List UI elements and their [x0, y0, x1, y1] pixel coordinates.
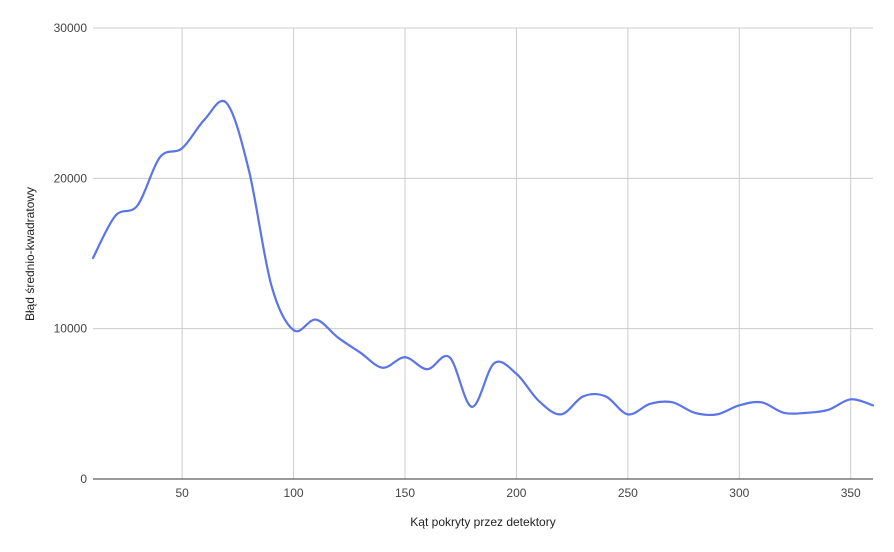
x-tick-label: 100: [284, 486, 304, 500]
x-tick-label: 200: [506, 486, 526, 500]
series-layer: [91, 99, 875, 417]
y-tick-label: 10000: [54, 322, 88, 336]
y-tick-label: 0: [80, 472, 87, 486]
x-axis-title: Kąt pokryty przez detektory: [410, 515, 555, 529]
gridlines: [93, 27, 873, 479]
x-tick-label: 50: [175, 486, 189, 500]
x-tick-label: 350: [841, 486, 861, 500]
series-line: [91, 99, 875, 417]
y-tick-label: 20000: [54, 171, 88, 185]
y-axis-title: Błąd średnio-kwadratowy: [23, 187, 37, 321]
y-tick-label: 30000: [54, 21, 88, 35]
x-tick-label: 250: [618, 486, 638, 500]
x-tick-label: 300: [729, 486, 749, 500]
x-tick-label: 150: [395, 486, 415, 500]
axis-labels: Kąt pokryty przez detektory Błąd średnio…: [23, 21, 861, 529]
